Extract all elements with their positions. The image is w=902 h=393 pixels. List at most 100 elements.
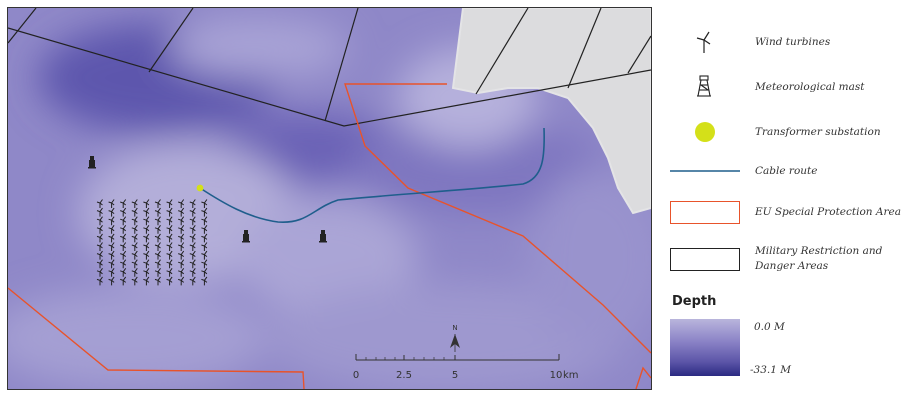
map-canvas: N 0 2.5 5 10 km bbox=[7, 7, 652, 390]
wind-turbine-marker bbox=[131, 276, 138, 286]
wind-turbine-marker bbox=[96, 250, 103, 260]
legend-label-military: Military Restriction and Danger Areas bbox=[755, 245, 883, 272]
wind-turbine-marker bbox=[154, 207, 161, 217]
wind-turbine-marker bbox=[131, 207, 138, 217]
wind-turbine-marker bbox=[96, 242, 103, 251]
wind-turbine-marker bbox=[166, 225, 173, 234]
wind-turbine-marker bbox=[154, 225, 161, 234]
wind-turbine-marker bbox=[96, 259, 103, 269]
depth-title: Depth bbox=[672, 294, 717, 309]
wind-turbine-marker bbox=[189, 276, 196, 286]
cable-line-icon bbox=[670, 170, 740, 172]
wind-turbine-marker bbox=[108, 276, 115, 286]
map-legend: Wind turbines Meteorological mast Transf… bbox=[652, 0, 902, 393]
wind-turbine-marker bbox=[131, 199, 138, 208]
wind-turbine-marker bbox=[96, 233, 103, 243]
wind-turbine-marker bbox=[201, 242, 208, 251]
wind-turbine-marker bbox=[143, 268, 150, 277]
wind-turbine-marker bbox=[120, 233, 127, 243]
wind-turbine-marker bbox=[166, 207, 173, 217]
wind-turbine-marker bbox=[189, 268, 196, 277]
wind-turbine-marker bbox=[166, 268, 173, 277]
wind-turbine-marker bbox=[154, 259, 161, 269]
wind-turbine-marker bbox=[154, 276, 161, 286]
wind-turbine-marker bbox=[201, 207, 208, 217]
wind-turbine-marker bbox=[189, 216, 196, 226]
wind-turbine-marker bbox=[108, 268, 115, 277]
wind-turbine-marker bbox=[108, 233, 115, 243]
met-mast-icon bbox=[88, 156, 96, 169]
transformer-substation bbox=[196, 184, 204, 192]
legend-label-eu-spa: EU Special Protection Area bbox=[755, 206, 901, 218]
scale-bar-labels: 0 2.5 5 10 km bbox=[353, 370, 579, 381]
wind-turbine-marker bbox=[143, 242, 150, 251]
wind-turbine-marker bbox=[96, 268, 103, 277]
wind-turbine-marker bbox=[166, 233, 173, 243]
wind-turbine-marker bbox=[189, 207, 196, 217]
wind-turbine-marker bbox=[178, 242, 185, 251]
depth-gradient bbox=[670, 319, 740, 376]
military-box-icon bbox=[670, 248, 740, 271]
wind-turbine-marker bbox=[96, 199, 103, 208]
wind-turbine-marker bbox=[166, 242, 173, 251]
wind-turbine-marker bbox=[166, 250, 173, 260]
wind-turbine-marker bbox=[201, 199, 208, 208]
wind-turbine-marker bbox=[131, 233, 138, 243]
scale-bar bbox=[355, 354, 560, 361]
scale-unit: km bbox=[563, 370, 579, 381]
wind-turbine-marker bbox=[143, 216, 150, 226]
wind-turbine-marker bbox=[131, 216, 138, 226]
wind-turbine-marker bbox=[201, 250, 208, 260]
wind-turbine-marker bbox=[131, 268, 138, 277]
eu-spa-box-icon bbox=[670, 201, 740, 224]
wind-turbine-marker bbox=[108, 225, 115, 234]
wind-turbine-marker bbox=[201, 216, 208, 226]
map-svg: N 0 2.5 5 10 km bbox=[8, 8, 651, 389]
wind-turbine-marker bbox=[166, 259, 173, 269]
depth-max-label: 0.0 M bbox=[754, 321, 785, 333]
wind-turbine-marker bbox=[178, 276, 185, 286]
wind-turbine-marker bbox=[154, 216, 161, 226]
wind-turbine-marker bbox=[201, 276, 208, 286]
wind-turbine-marker bbox=[108, 207, 115, 217]
wind-turbine-marker bbox=[108, 216, 115, 226]
wind-turbine-marker bbox=[131, 259, 138, 269]
wind-turbine-marker bbox=[108, 259, 115, 269]
wind-turbine-marker bbox=[96, 276, 103, 286]
wind-turbine-marker bbox=[178, 250, 185, 260]
wind-turbine-marker bbox=[154, 199, 161, 208]
bathymetry-shading bbox=[8, 18, 651, 389]
wind-turbine-marker bbox=[166, 216, 173, 226]
wind-turbine-marker bbox=[143, 250, 150, 260]
wind-turbine-marker bbox=[96, 207, 103, 217]
wind-turbine-marker bbox=[178, 225, 185, 234]
wind-turbine-icon bbox=[696, 31, 711, 53]
wind-turbine-marker bbox=[120, 225, 127, 234]
wind-turbine-marker bbox=[143, 259, 150, 269]
wind-turbine-marker bbox=[189, 199, 196, 208]
legend-label-cable-route: Cable route bbox=[755, 165, 818, 177]
wind-turbine-marker bbox=[143, 207, 150, 217]
wind-turbine-marker bbox=[154, 242, 161, 251]
wind-turbine-marker bbox=[131, 242, 138, 251]
wind-turbine-marker bbox=[178, 259, 185, 269]
wind-turbine-marker bbox=[120, 276, 127, 286]
wind-turbine-marker bbox=[108, 199, 115, 208]
wind-turbine-marker bbox=[166, 199, 173, 208]
legend-label-met-mast: Meteorological mast bbox=[755, 81, 865, 93]
wind-turbine-marker bbox=[201, 233, 208, 243]
met-mast-markers bbox=[88, 156, 327, 243]
wind-turbine-marker bbox=[154, 250, 161, 260]
north-arrow-icon: N bbox=[450, 324, 460, 352]
wind-turbine-marker bbox=[154, 268, 161, 277]
scale-tick-2: 5 bbox=[452, 370, 458, 381]
wind-turbine-marker bbox=[178, 207, 185, 217]
eu-protection-area bbox=[8, 83, 651, 389]
wind-turbine-marker bbox=[120, 216, 127, 226]
wind-turbine-marker bbox=[178, 216, 185, 226]
wind-turbine-marker bbox=[189, 242, 196, 251]
wind-turbine-marker bbox=[201, 268, 208, 277]
scale-tick-3: 10 bbox=[550, 370, 563, 381]
wind-turbine-marker bbox=[189, 233, 196, 243]
met-mast-icon bbox=[697, 75, 711, 97]
